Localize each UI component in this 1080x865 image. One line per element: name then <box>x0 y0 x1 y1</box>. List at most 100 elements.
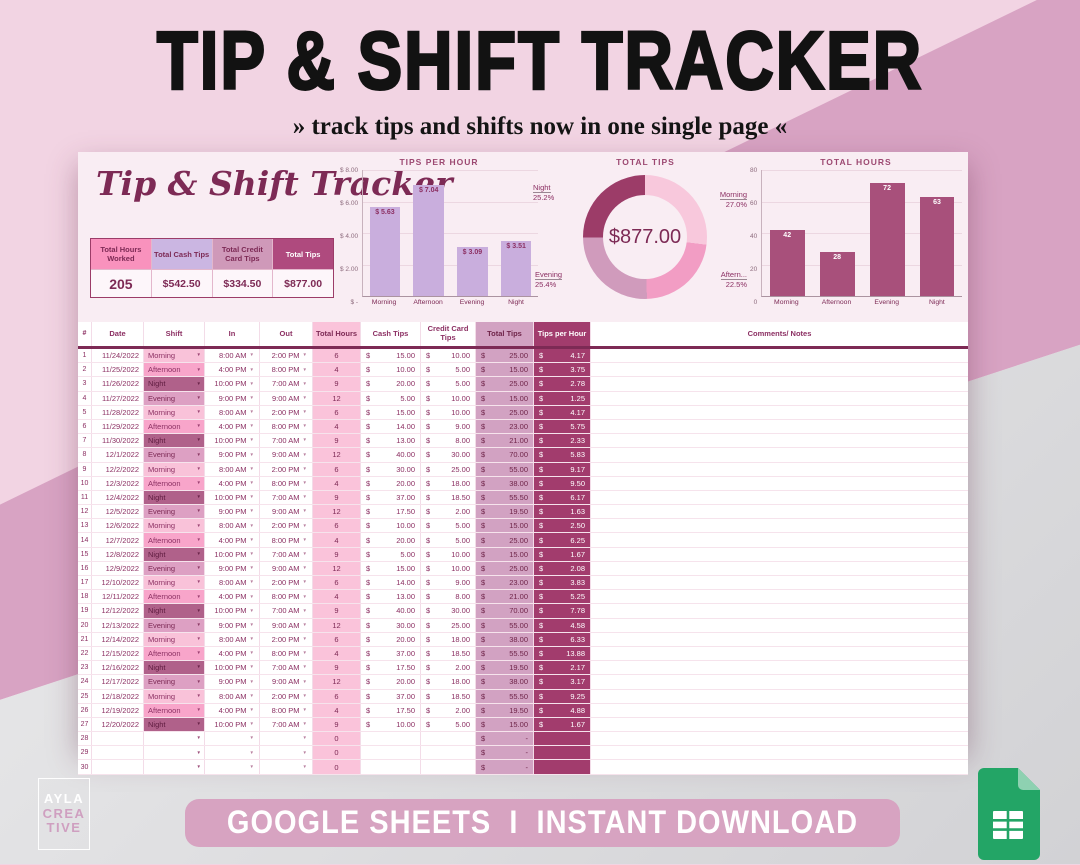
date-cell[interactable]: 12/17/2022 <box>92 675 144 689</box>
comments-cell[interactable] <box>591 392 968 405</box>
comments-cell[interactable] <box>591 434 968 447</box>
date-cell[interactable]: 11/29/2022 <box>92 419 144 434</box>
in-time-dropdown[interactable]: 8:00 AM ▼ <box>205 632 260 646</box>
comments-cell[interactable] <box>591 477 968 490</box>
date-cell[interactable]: 12/14/2022 <box>92 632 144 646</box>
comments-cell[interactable] <box>591 732 968 745</box>
out-time-dropdown[interactable]: 7:00 AM ▼ <box>260 717 313 732</box>
cash-tips-cell[interactable]: $10.00 <box>361 363 421 377</box>
date-cell[interactable]: 12/7/2022 <box>92 533 144 547</box>
date-cell[interactable] <box>92 746 144 760</box>
in-time-dropdown[interactable]: 9:00 PM ▼ <box>205 561 260 575</box>
shift-dropdown[interactable]: ▼ <box>144 732 205 746</box>
cash-tips-cell[interactable]: $5.00 <box>361 547 421 561</box>
date-cell[interactable]: 12/4/2022 <box>92 490 144 505</box>
comments-cell[interactable] <box>591 363 968 376</box>
in-time-dropdown[interactable]: 4:00 PM ▼ <box>205 476 260 490</box>
in-time-dropdown[interactable]: 9:00 PM ▼ <box>205 448 260 462</box>
comments-cell[interactable] <box>591 704 968 717</box>
shift-dropdown[interactable]: Night ▼ <box>144 604 205 618</box>
shift-dropdown[interactable]: Afternoon ▼ <box>144 533 205 547</box>
in-time-dropdown[interactable]: 10:00 PM ▼ <box>205 434 260 448</box>
in-time-dropdown[interactable]: 10:00 PM ▼ <box>205 547 260 561</box>
credit-card-tips-cell[interactable]: $2.00 <box>421 703 476 717</box>
credit-card-tips-cell[interactable]: $5.00 <box>421 519 476 533</box>
shift-dropdown[interactable]: Night ▼ <box>144 490 205 505</box>
cash-tips-cell[interactable]: $14.00 <box>361 419 421 434</box>
out-time-dropdown[interactable]: 9:00 AM ▼ <box>260 675 313 689</box>
shift-dropdown[interactable]: Afternoon ▼ <box>144 476 205 490</box>
out-time-dropdown[interactable]: ▼ <box>260 746 313 760</box>
credit-card-tips-cell[interactable]: $18.50 <box>421 490 476 505</box>
credit-card-tips-cell[interactable]: $10.00 <box>421 391 476 405</box>
comments-cell[interactable] <box>591 448 968 461</box>
comments-cell[interactable] <box>591 604 968 617</box>
credit-card-tips-cell[interactable]: $2.00 <box>421 661 476 675</box>
out-time-dropdown[interactable]: 7:00 AM ▼ <box>260 547 313 561</box>
date-cell[interactable]: 11/27/2022 <box>92 391 144 405</box>
comments-cell[interactable] <box>591 406 968 419</box>
comments-cell[interactable] <box>591 690 968 703</box>
shift-dropdown[interactable]: Afternoon ▼ <box>144 703 205 717</box>
credit-card-tips-cell[interactable]: $25.00 <box>421 462 476 476</box>
comments-cell[interactable] <box>591 505 968 518</box>
credit-card-tips-cell[interactable]: $18.50 <box>421 689 476 703</box>
cash-tips-cell[interactable]: $15.00 <box>361 561 421 575</box>
out-time-dropdown[interactable]: 9:00 AM ▼ <box>260 618 313 632</box>
in-time-dropdown[interactable]: 8:00 AM ▼ <box>205 576 260 590</box>
date-cell[interactable]: 11/30/2022 <box>92 434 144 448</box>
date-cell[interactable]: 12/1/2022 <box>92 448 144 462</box>
in-time-dropdown[interactable]: 4:00 PM ▼ <box>205 533 260 547</box>
shift-dropdown[interactable]: Evening ▼ <box>144 618 205 632</box>
cash-tips-cell[interactable]: $17.50 <box>361 661 421 675</box>
credit-card-tips-cell[interactable]: $25.00 <box>421 618 476 632</box>
out-time-dropdown[interactable]: 8:00 PM ▼ <box>260 476 313 490</box>
out-time-dropdown[interactable]: 7:00 AM ▼ <box>260 661 313 675</box>
date-cell[interactable]: 12/3/2022 <box>92 476 144 490</box>
in-time-dropdown[interactable]: 10:00 PM ▼ <box>205 604 260 618</box>
out-time-dropdown[interactable]: 2:00 PM ▼ <box>260 405 313 419</box>
credit-card-tips-cell[interactable] <box>421 746 476 760</box>
in-time-dropdown[interactable]: 4:00 PM ▼ <box>205 363 260 377</box>
date-cell[interactable]: 12/19/2022 <box>92 703 144 717</box>
out-time-dropdown[interactable]: 8:00 PM ▼ <box>260 590 313 604</box>
in-time-dropdown[interactable]: ▼ <box>205 760 260 774</box>
out-time-dropdown[interactable]: 7:00 AM ▼ <box>260 434 313 448</box>
credit-card-tips-cell[interactable]: $10.00 <box>421 547 476 561</box>
shift-dropdown[interactable]: Morning ▼ <box>144 632 205 646</box>
credit-card-tips-cell[interactable] <box>421 760 476 774</box>
comments-cell[interactable] <box>591 491 968 504</box>
shift-dropdown[interactable]: Morning ▼ <box>144 519 205 533</box>
shift-dropdown[interactable]: Morning ▼ <box>144 689 205 703</box>
out-time-dropdown[interactable]: 2:00 PM ▼ <box>260 349 313 363</box>
in-time-dropdown[interactable]: 4:00 PM ▼ <box>205 703 260 717</box>
shift-dropdown[interactable]: Evening ▼ <box>144 391 205 405</box>
date-cell[interactable]: 12/10/2022 <box>92 576 144 590</box>
out-time-dropdown[interactable]: 7:00 AM ▼ <box>260 490 313 505</box>
date-cell[interactable]: 12/11/2022 <box>92 590 144 604</box>
credit-card-tips-cell[interactable]: $18.50 <box>421 646 476 661</box>
shift-dropdown[interactable]: Evening ▼ <box>144 505 205 519</box>
cash-tips-cell[interactable]: $17.50 <box>361 703 421 717</box>
cash-tips-cell[interactable]: $37.00 <box>361 646 421 661</box>
shift-dropdown[interactable]: Evening ▼ <box>144 561 205 575</box>
date-cell[interactable]: 12/5/2022 <box>92 505 144 519</box>
shift-dropdown[interactable]: Night ▼ <box>144 377 205 391</box>
in-time-dropdown[interactable]: 4:00 PM ▼ <box>205 590 260 604</box>
date-cell[interactable]: 11/26/2022 <box>92 377 144 391</box>
in-time-dropdown[interactable]: 10:00 PM ▼ <box>205 490 260 505</box>
date-cell[interactable]: 12/2/2022 <box>92 462 144 476</box>
in-time-dropdown[interactable]: 8:00 AM ▼ <box>205 349 260 363</box>
comments-cell[interactable] <box>591 349 968 362</box>
date-cell[interactable]: 12/15/2022 <box>92 646 144 661</box>
cash-tips-cell[interactable]: $13.00 <box>361 434 421 448</box>
date-cell[interactable]: 11/25/2022 <box>92 363 144 377</box>
cash-tips-cell[interactable]: $14.00 <box>361 576 421 590</box>
out-time-dropdown[interactable]: 8:00 PM ▼ <box>260 533 313 547</box>
comments-cell[interactable] <box>591 576 968 589</box>
out-time-dropdown[interactable]: 9:00 AM ▼ <box>260 561 313 575</box>
credit-card-tips-cell[interactable]: $30.00 <box>421 604 476 618</box>
cash-tips-cell[interactable]: $20.00 <box>361 377 421 391</box>
comments-cell[interactable] <box>591 661 968 674</box>
date-cell[interactable]: 12/20/2022 <box>92 717 144 732</box>
